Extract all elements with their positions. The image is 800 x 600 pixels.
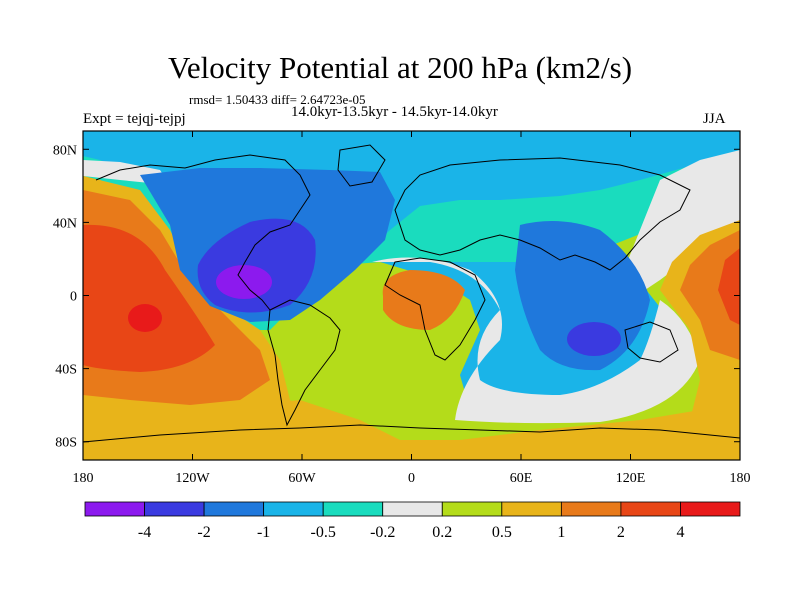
colorbar-label: 4 — [676, 524, 684, 541]
field-africa-orange — [382, 270, 465, 330]
y-tick-label: 80S — [55, 436, 77, 451]
colorbar-swatch — [501, 501, 562, 517]
colorbar-swatch — [382, 501, 443, 517]
coastlines — [83, 144, 740, 443]
season-label: JJA — [703, 111, 726, 127]
x-tick-label: 0 — [408, 471, 415, 486]
coast-north-america — [95, 154, 311, 311]
colorbar-label: 1 — [557, 524, 565, 541]
colorbar-label: 0.5 — [492, 524, 512, 541]
experiment-label: Expt = tejqj-tejpj — [83, 111, 186, 127]
field-gray-ring — [372, 257, 700, 424]
coast-south-america — [267, 299, 341, 427]
rmsd-label: rmsd= 1.50433 diff= 2.64723e-05 — [189, 92, 366, 107]
colorbar-swatch — [203, 501, 265, 517]
colorbar-label: -0.2 — [370, 524, 395, 541]
x-tick-label: 120W — [175, 471, 210, 486]
y-tick-label: 0 — [70, 290, 77, 305]
coast-antarctica — [83, 424, 740, 443]
colorbar-swatch — [441, 501, 503, 517]
contour-fill-layer — [83, 131, 740, 460]
x-tick-label: 120E — [616, 471, 646, 486]
period-label: 14.0kyr-13.5kyr - 14.5kyr-14.0kyr — [291, 104, 498, 120]
colorbar-swatch — [560, 501, 622, 517]
colorbar-label: -0.5 — [311, 524, 336, 541]
coast-greenland — [337, 144, 386, 187]
colorbar-swatch — [620, 501, 681, 517]
coast-africa — [384, 257, 486, 361]
y-axis: 80N 40N 0 40S 80S — [53, 143, 740, 451]
field-east-red — [718, 248, 740, 325]
colorbar-swatch — [263, 501, 324, 517]
colorbar-swatch — [144, 501, 205, 517]
colorbar-label: -4 — [138, 524, 151, 541]
coast-australia — [624, 321, 679, 363]
x-tick-label: 60W — [288, 471, 316, 486]
colorbar-label: 0.2 — [432, 524, 452, 541]
x-tick-label: 60E — [510, 471, 533, 486]
x-tick-label: 180 — [73, 471, 94, 486]
colorbar-swatch — [84, 501, 145, 517]
field-pacific-red — [83, 224, 215, 372]
colorbar-swatch — [322, 501, 384, 517]
colorbar-swatch — [680, 501, 741, 517]
colorbar-label: -1 — [257, 524, 270, 541]
chart-title: Velocity Potential at 200 hPa (km2/s) — [167, 50, 633, 85]
x-tick-label: 180 — [730, 471, 751, 486]
x-axis: 180 120W 60W 0 60E 120E 180 — [73, 131, 751, 486]
y-tick-label: 80N — [53, 143, 77, 158]
y-tick-label: 40S — [55, 363, 77, 378]
field-gray-east — [620, 150, 740, 300]
coast-europe-asia — [394, 157, 691, 271]
y-tick-label: 40N — [53, 216, 77, 231]
colorbar-label: 2 — [617, 524, 625, 541]
field-asia-darkblue — [567, 322, 621, 356]
field-southern-yellow — [83, 400, 740, 460]
field-pacific-core — [128, 304, 162, 332]
colorbar: -4 -2 -1 -0.5 -0.2 0.2 0.5 1 2 4 — [84, 501, 741, 541]
colorbar-label: -2 — [197, 524, 210, 541]
